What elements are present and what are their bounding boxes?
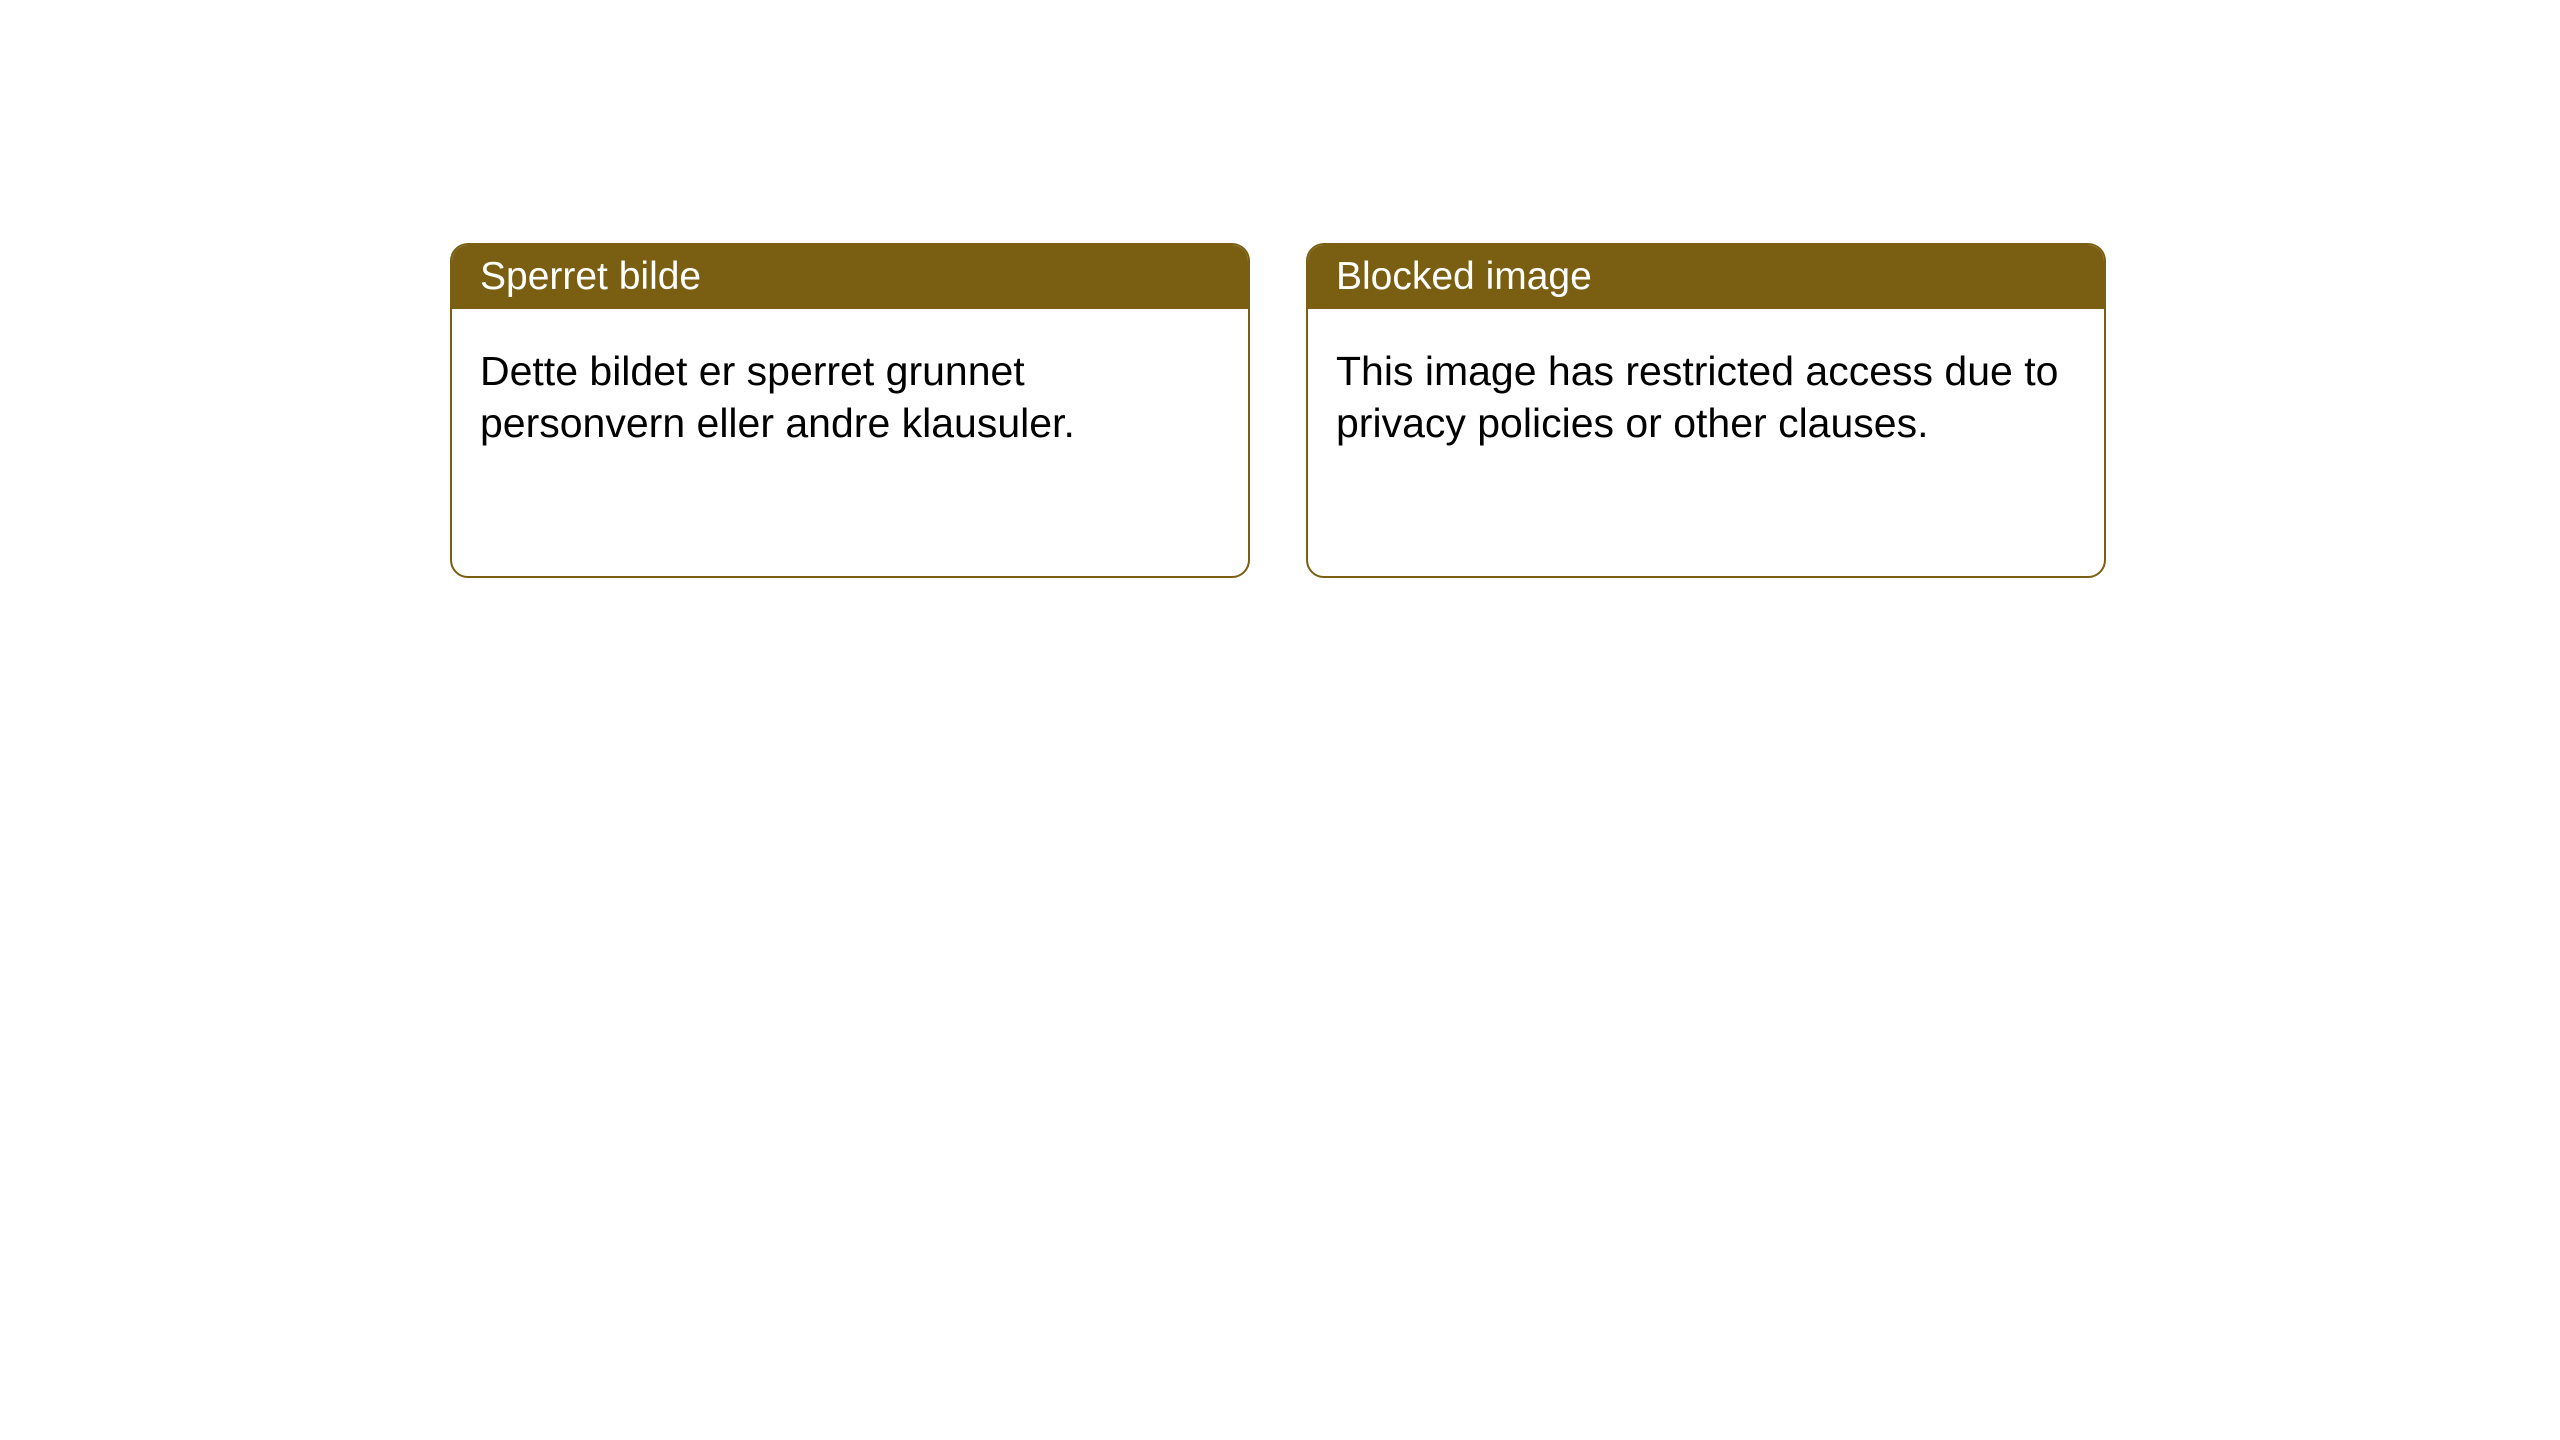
notice-text-english: This image has restricted access due to … <box>1336 348 2058 446</box>
notice-body-norwegian: Dette bildet er sperret grunnet personve… <box>452 309 1248 486</box>
notice-body-english: This image has restricted access due to … <box>1308 309 2104 486</box>
notice-header-english: Blocked image <box>1308 245 2104 309</box>
notice-title-norwegian: Sperret bilde <box>480 255 701 298</box>
notice-text-norwegian: Dette bildet er sperret grunnet personve… <box>480 348 1075 446</box>
notice-box-english: Blocked image This image has restricted … <box>1306 243 2106 578</box>
notice-title-english: Blocked image <box>1336 255 1592 298</box>
notice-box-norwegian: Sperret bilde Dette bildet er sperret gr… <box>450 243 1250 578</box>
notice-header-norwegian: Sperret bilde <box>452 245 1248 309</box>
notice-container: Sperret bilde Dette bildet er sperret gr… <box>450 243 2106 578</box>
